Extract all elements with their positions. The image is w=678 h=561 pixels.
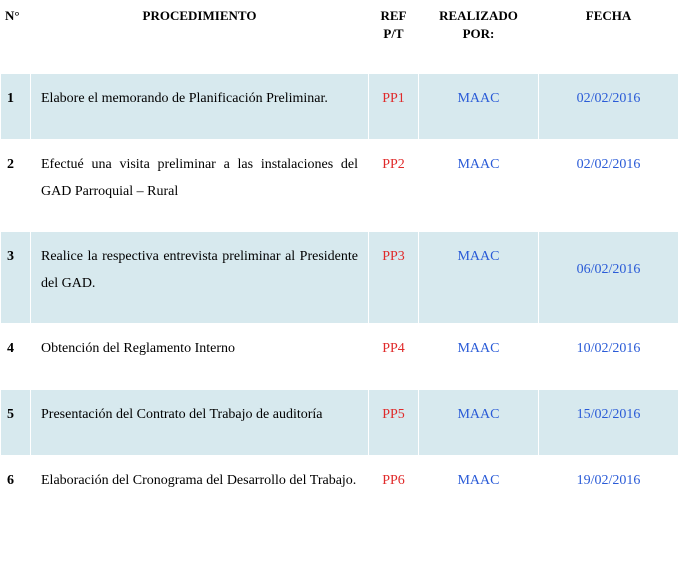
cell-num: 6	[1, 455, 31, 521]
cell-num: 5	[1, 389, 31, 455]
cell-procedimiento: Presentación del Contrato del Trabajo de…	[31, 389, 369, 455]
cell-fecha: 10/02/2016	[539, 324, 678, 390]
cell-num: 2	[1, 139, 31, 231]
col-header-realizado-line2: POR:	[463, 26, 495, 41]
cell-procedimiento: Obtención del Reglamento Interno	[31, 324, 369, 390]
cell-realizado: MAAC	[419, 74, 539, 140]
col-header-ref: REF P/T	[369, 1, 419, 74]
cell-procedimiento: Elaboración del Cronograma del Desarroll…	[31, 455, 369, 521]
cell-realizado: MAAC	[419, 139, 539, 231]
cell-ref: PP5	[369, 389, 419, 455]
cell-ref: PP6	[369, 455, 419, 521]
cell-realizado: MAAC	[419, 389, 539, 455]
procedimientos-table: N° PROCEDIMIENTO REF P/T REALIZADO POR: …	[0, 0, 678, 521]
col-header-procedimiento: PROCEDIMIENTO	[31, 1, 369, 74]
col-header-fecha: FECHA	[539, 1, 678, 74]
cell-realizado: MAAC	[419, 232, 539, 324]
cell-fecha: 15/02/2016	[539, 389, 678, 455]
cell-fecha: 19/02/2016	[539, 455, 678, 521]
cell-ref: PP1	[369, 74, 419, 140]
table-row: 5Presentación del Contrato del Trabajo d…	[1, 389, 678, 455]
col-header-ref-line2: P/T	[383, 26, 403, 41]
cell-fecha: 06/02/2016	[539, 232, 678, 324]
table-row: 2Efectué una visita preliminar a las ins…	[1, 139, 678, 231]
cell-realizado: MAAC	[419, 324, 539, 390]
table-row: 4Obtención del Reglamento InternoPP4MAAC…	[1, 324, 678, 390]
cell-procedimiento: Efectué una visita preliminar a las inst…	[31, 139, 369, 231]
table-row: 3Realice la respectiva entrevista prelim…	[1, 232, 678, 324]
cell-num: 1	[1, 74, 31, 140]
table-body: 1Elabore el memorando de Planificación P…	[1, 74, 678, 521]
cell-realizado: MAAC	[419, 455, 539, 521]
cell-ref: PP2	[369, 139, 419, 231]
table-row: 6Elaboración del Cronograma del Desarrol…	[1, 455, 678, 521]
cell-ref: PP3	[369, 232, 419, 324]
cell-fecha: 02/02/2016	[539, 74, 678, 140]
table-row: 1Elabore el memorando de Planificación P…	[1, 74, 678, 140]
table-header-row: N° PROCEDIMIENTO REF P/T REALIZADO POR: …	[1, 1, 678, 74]
col-header-realizado: REALIZADO POR:	[419, 1, 539, 74]
cell-ref: PP4	[369, 324, 419, 390]
cell-num: 4	[1, 324, 31, 390]
col-header-num: N°	[1, 1, 31, 74]
cell-num: 3	[1, 232, 31, 324]
col-header-realizado-line1: REALIZADO	[439, 8, 518, 23]
cell-procedimiento: Elabore el memorando de Planificación Pr…	[31, 74, 369, 140]
cell-fecha: 02/02/2016	[539, 139, 678, 231]
col-header-ref-line1: REF	[381, 8, 407, 23]
cell-procedimiento: Realice la respectiva entrevista prelimi…	[31, 232, 369, 324]
